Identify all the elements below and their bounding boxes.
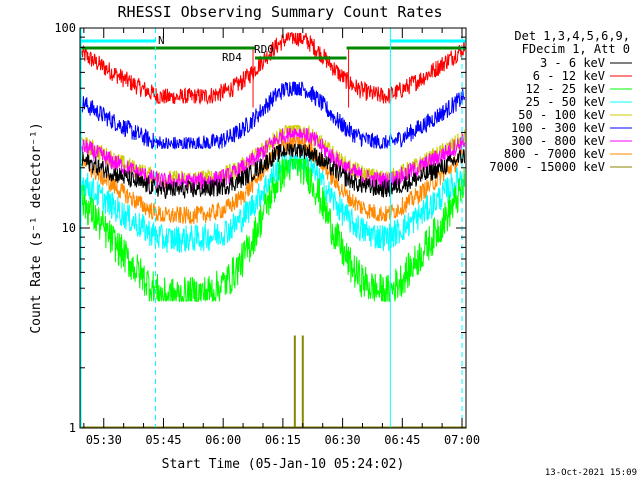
y-axis-label: Count Rate (s⁻¹ detector⁻¹) (29, 122, 44, 333)
legend-label-7: 300 - 800 keV (511, 134, 605, 148)
legend-label-4: 25 - 50 keV (526, 95, 605, 109)
x-axis: 05:30 05:45 06:00 06:15 06:30 06:45 07:00 (83, 28, 480, 447)
series-line-6 (81, 81, 466, 151)
series-line-4 (81, 154, 466, 253)
legend-label-8: 800 - 7000 keV (504, 147, 605, 161)
night-label: N (158, 34, 165, 47)
series-line-2 (81, 32, 466, 105)
y-tick-label: 100 (54, 21, 76, 35)
series-line-3 (81, 158, 466, 303)
legend-label-6: 100 - 300 keV (511, 121, 605, 135)
timestamp: 13-Oct-2021 15:09 (545, 468, 637, 478)
rd4-label: RD4 (222, 51, 242, 64)
x-tick-label: 06:15 (265, 433, 301, 447)
x-tick-label: 06:30 (325, 433, 361, 447)
series-line-1 (81, 142, 466, 199)
legend-label-9: 7000 - 15000 keV (489, 160, 605, 174)
legend-header-1: Det 1,3,4,5,6,9, (514, 29, 630, 43)
y-axis: 1 10 100 (54, 21, 466, 435)
legend-label-3: 12 - 25 keV (526, 82, 605, 96)
x-tick-label: 05:30 (86, 433, 122, 447)
x-tick-label: 06:00 (205, 433, 241, 447)
legend: Det 1,3,4,5,6,9, FDecim 1, Att 0 3 - 6 k… (489, 29, 632, 174)
y-tick-label: 1 (69, 421, 76, 435)
x-tick-label: 06:45 (384, 433, 420, 447)
chart-title: RHESSI Observing Summary Count Rates (117, 3, 442, 21)
legend-label-5: 50 - 100 keV (518, 108, 605, 122)
x-tick-label: 05:45 (145, 433, 181, 447)
x-tick-label: 07:00 (444, 433, 480, 447)
plot-area (80, 28, 466, 428)
legend-label-1: 3 - 6 keV (540, 56, 605, 70)
legend-header-2: FDecim 1, Att 0 (522, 42, 630, 56)
rd0-label: RD0 (254, 43, 274, 56)
y-tick-label: 10 (62, 221, 76, 235)
x-axis-label: Start Time (05-Jan-10 05:24:02) (162, 457, 405, 472)
legend-label-2: 6 - 12 keV (533, 69, 605, 83)
series-line-7 (81, 128, 466, 191)
